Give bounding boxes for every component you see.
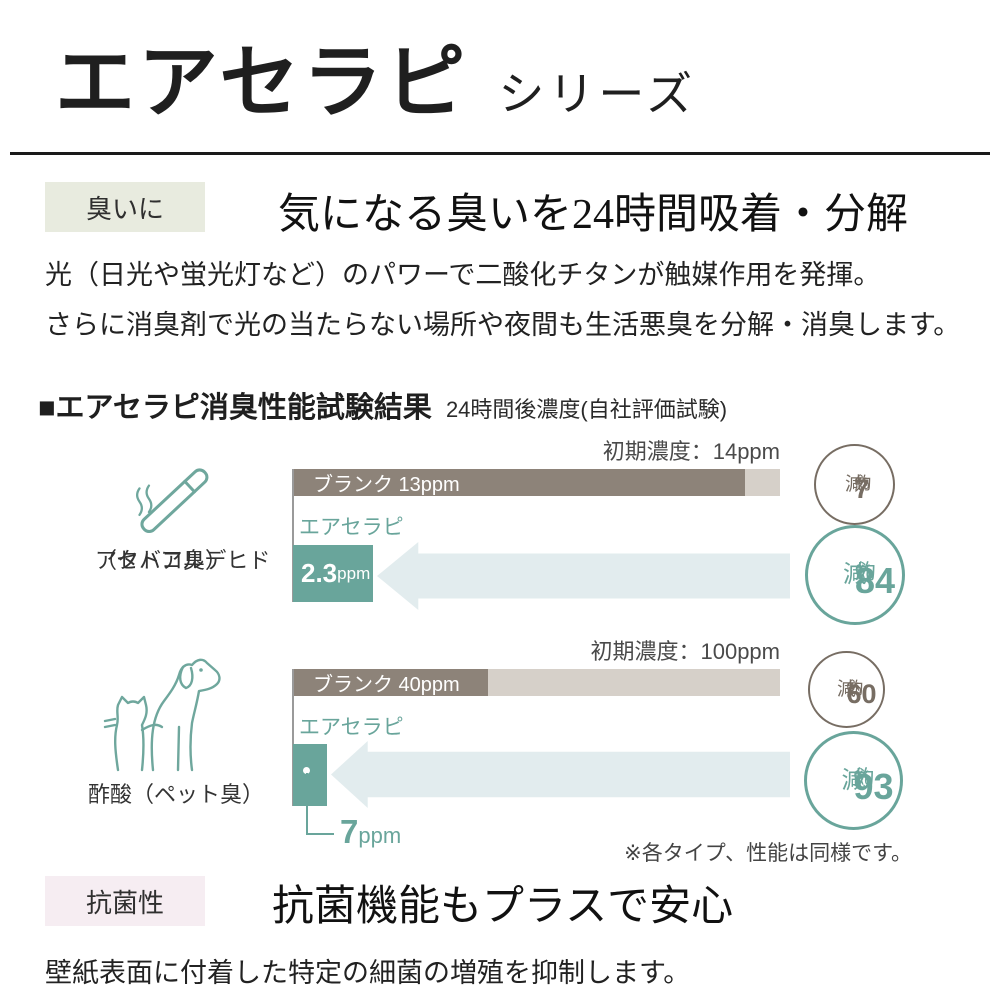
test-results-header: ■エアセラピ消臭性能試験結果 24時間後濃度(自社評価試験)	[38, 384, 727, 426]
callout-line-vertical	[306, 773, 308, 835]
product-bar-0: 2.3 ppm	[293, 545, 373, 602]
odor-description-line2: さらに消臭剤で光の当たらない場所や夜間も生活悪臭を分解・消臭します。	[45, 310, 961, 340]
blank-reduction-circle: 約 7% 減	[814, 444, 895, 525]
blank-bar-label: ブランク 40ppm	[313, 674, 460, 696]
reduction-about: 約	[854, 473, 872, 493]
product-reduction-circle: 約 93% 減	[804, 731, 903, 830]
reduction-about: 約	[853, 766, 875, 790]
initial-concentration: 初期濃度：100ppm	[590, 639, 780, 664]
blank-bar-track: ブランク 13ppm	[293, 469, 780, 496]
initial-concentration: 初期濃度：14ppm	[602, 439, 780, 464]
chart-acetaldehyde: アセトアルデヒド （タバコ臭） 初期濃度：14ppm ブランク 13ppm エア…	[0, 430, 1000, 630]
reduction-suffix: 減	[841, 766, 866, 794]
odor-heading: 気になる臭いを24時間吸着・分解	[278, 192, 909, 238]
cat-and-dog-icon	[103, 658, 221, 772]
product-series-label: エアセラピ	[299, 516, 404, 539]
product-unit: ppm	[358, 823, 402, 848]
test-results-subtitle: 24時間後濃度(自社評価試験)	[445, 397, 728, 422]
axis-line	[292, 469, 294, 602]
reduction-suffix: 減	[836, 678, 856, 700]
product-reduction-circle: 約 84% 減	[805, 525, 905, 625]
reduction-number: 60	[846, 678, 877, 709]
header-divider	[10, 152, 990, 155]
substance-subname: （タバコ臭）	[95, 548, 228, 573]
product-value-callout: 7ppm	[340, 813, 401, 851]
product-series-label: エアセラピ	[299, 716, 404, 739]
product-unit: ppm	[337, 563, 371, 583]
substance-name: アセトアルデヒド	[95, 548, 271, 573]
product-value: 7	[340, 813, 359, 850]
callout-line-horizontal	[306, 833, 334, 835]
reduction-percent: %	[855, 561, 874, 585]
blank-bar-track: ブランク 40ppm	[293, 669, 780, 696]
blank-bar-fill-1: ブランク 40ppm	[293, 669, 488, 696]
blank-bar-fill-0: ブランク 13ppm	[293, 469, 746, 496]
reduction-percent: %	[853, 766, 873, 790]
reduction-number: 93	[853, 765, 894, 807]
blank-bar-label: ブランク 13ppm	[313, 474, 460, 496]
reduction-about: 約	[855, 561, 876, 585]
reduction-arrow	[331, 741, 790, 808]
page-title: エアセラピ シリーズ	[55, 18, 696, 134]
chart-acetic-acid: 酢酸（ペット臭） 初期濃度：100ppm ブランク 40ppm エアセラピ 7p…	[0, 630, 1000, 865]
test-results-title: ■エアセラピ消臭性能試験結果	[38, 392, 432, 424]
reduction-about: 約	[846, 678, 864, 698]
reduction-suffix: 減	[843, 561, 867, 589]
cigarette-icon	[136, 468, 209, 534]
callout-anchor-dot	[303, 767, 310, 774]
brand-series-suffix: シリーズ	[498, 68, 697, 120]
reduction-number: 7	[854, 473, 870, 504]
antibacterial-description: 壁紙表面に付着した特定の細菌の増殖を抑制します。	[45, 958, 691, 988]
product-value: 2.3	[301, 558, 338, 588]
odor-tag-badge: 臭いに	[45, 182, 205, 232]
reduction-arrow	[377, 542, 790, 610]
blank-reduction-circle: 約 60% 減	[808, 651, 885, 728]
product-bar-1	[293, 744, 327, 806]
antibacterial-tag-badge: 抗菌性	[45, 876, 205, 926]
antibacterial-heading: 抗菌機能もプラスで安心	[272, 884, 734, 930]
reduction-percent: %	[846, 678, 862, 698]
reduction-suffix: 減	[844, 473, 864, 495]
test-note: ※各タイプ、性能は同様です。	[624, 842, 912, 865]
reduction-number: 84	[855, 560, 896, 602]
odor-description-line1: 光（日光や蛍光灯など）のパワーで二酸化チタンが触媒作用を発揮。	[45, 260, 881, 290]
reduction-percent: %	[854, 473, 870, 493]
substance-name: 酢酸（ペット臭）	[88, 782, 265, 807]
odor-tag-label: 臭いに	[85, 193, 164, 224]
brand-name: エアセラピ	[55, 38, 469, 127]
odor-description: 光（日光や蛍光灯など）のパワーで二酸化チタンが触媒作用を発揮。 さらに消臭剤で光…	[45, 250, 960, 350]
antibacterial-tag-label: 抗菌性	[85, 887, 164, 918]
axis-line	[292, 669, 294, 806]
